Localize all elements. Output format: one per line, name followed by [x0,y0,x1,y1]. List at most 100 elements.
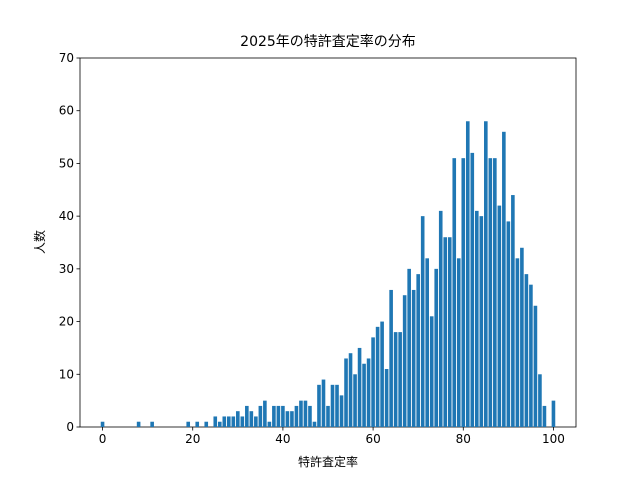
bar [402,295,407,427]
bar [380,321,384,427]
bar [542,405,547,427]
bar [213,416,218,427]
bar [407,268,411,427]
bar [447,237,452,427]
bar [411,289,416,427]
bar [258,405,263,427]
y-tick-label: 30 [59,262,74,276]
bar [226,416,231,427]
bar [452,158,457,427]
bar [461,158,466,427]
bar [416,274,420,427]
y-axis-label: 人数 [32,230,47,254]
bar [312,421,317,427]
bar [533,305,538,427]
y-tick-label: 60 [59,104,74,118]
bar [217,421,222,427]
bar [285,411,290,427]
bar [434,268,439,427]
bar [330,384,335,427]
bar [524,274,529,427]
x-tick-label: 0 [99,432,107,446]
bar [353,374,357,427]
bar [438,210,443,427]
bar [326,405,330,427]
bar [267,421,272,427]
chart-title: 2025年の特許査定率の分布 [240,33,416,50]
bar [290,411,294,427]
bar [443,237,448,427]
bar [425,258,430,427]
bar [195,421,200,427]
bar [303,400,308,427]
bar [335,384,339,427]
bar [384,369,389,427]
bar [456,258,461,427]
bar [529,284,533,427]
bar [299,400,303,427]
bar [236,411,240,427]
bar [254,416,258,427]
bar [100,421,105,427]
bar [294,405,299,427]
bar [272,405,276,427]
bar [204,421,209,427]
bar [506,221,511,427]
bar [479,216,484,427]
bar [488,158,493,427]
bar [538,374,542,427]
x-tick-label: 40 [275,432,290,446]
bar [222,416,227,427]
bar [276,405,281,427]
bar [511,195,515,427]
bar [497,205,502,427]
bar [150,421,154,427]
bar [502,131,506,428]
y-tick-label: 0 [66,420,74,434]
bar [520,247,524,427]
bar [493,158,497,427]
bar [321,379,326,427]
x-axis-label: 特許査定率 [298,454,358,469]
bar [429,316,434,427]
bar [375,326,380,427]
bar [389,289,393,427]
x-tick-label: 100 [542,432,565,446]
bar [393,332,398,427]
bar [551,400,556,427]
bar [357,347,362,427]
bar [366,358,371,427]
bar [339,395,344,427]
bar [470,152,475,427]
bar [465,121,470,427]
bar [249,411,254,427]
bar [263,400,267,427]
bar [245,405,249,427]
y-tick-label: 50 [59,156,74,170]
bar [317,384,321,427]
y-tick-label: 10 [59,367,74,381]
bar [515,258,520,427]
bar [420,216,425,427]
plot-frame [79,57,577,428]
bar [371,337,375,427]
bar [348,353,353,427]
bar [136,421,141,427]
bar [344,358,348,427]
bar [308,405,312,427]
bar [240,416,245,427]
bar [362,363,366,427]
bar [474,210,479,427]
y-tick-label: 20 [59,315,74,329]
y-tick-label: 70 [59,51,74,65]
x-tick-label: 60 [365,432,380,446]
y-tick-label: 40 [59,209,74,223]
bar [281,405,285,427]
bar [231,416,236,427]
x-tick-label: 20 [185,432,200,446]
bar [484,121,488,427]
bar [398,332,402,427]
x-tick-label: 80 [456,432,471,446]
